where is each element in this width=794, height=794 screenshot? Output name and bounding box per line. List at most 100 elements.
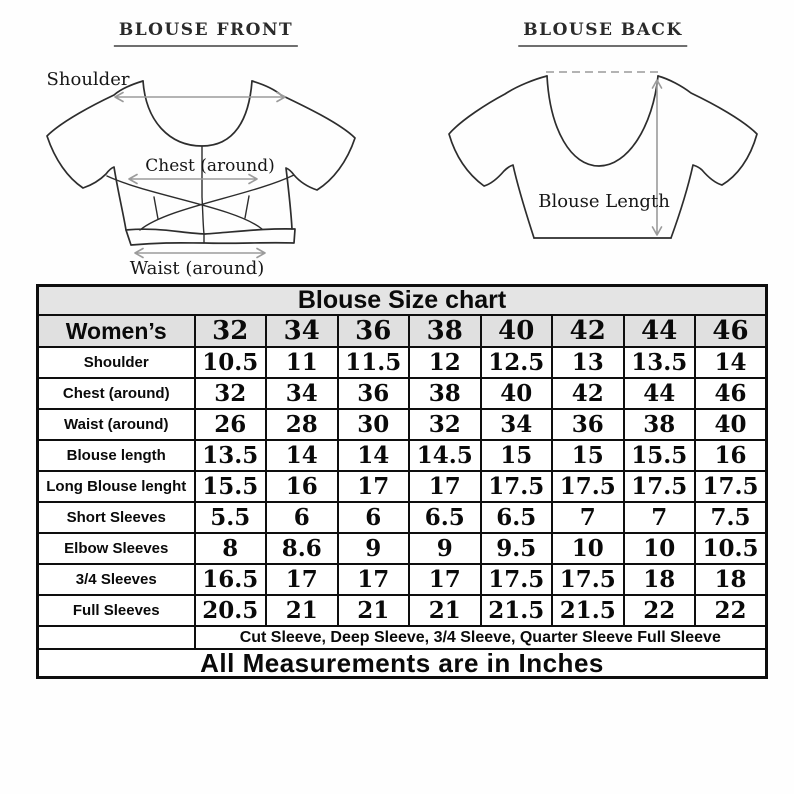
value-cell: 16.5 <box>193 563 267 596</box>
value-cell: 10.5 <box>193 346 267 379</box>
sleeve-note: Cut Sleeve, Deep Sleeve, 3/4 Sleeve, Qua… <box>193 625 768 650</box>
value-cell: 15 <box>551 439 625 472</box>
measurements-note: All Measurements are in Inches <box>36 648 768 679</box>
waist-label: Waist (around) <box>129 258 265 279</box>
blouse-length-arrow <box>651 79 663 236</box>
table-title: Blouse Size chart <box>36 284 768 316</box>
value-cell: 26 <box>193 408 267 441</box>
value-cell: 9 <box>408 532 482 565</box>
value-cell: 40 <box>694 408 768 441</box>
value-cell: 32 <box>408 408 482 441</box>
size-header-cell: 42 <box>551 314 625 348</box>
value-cell: 14.5 <box>408 439 482 472</box>
table-row: Shoulder 10.5 11 11.5 12 12.5 13 13.5 14 <box>36 346 768 379</box>
row-label-cell: Full Sleeves <box>36 594 196 627</box>
value-cell: 15 <box>479 439 553 472</box>
value-cell: 38 <box>622 408 696 441</box>
table-row: 3/4 Sleeves 16.5 17 17 17 17.5 17.5 18 18 <box>36 563 768 596</box>
table-row: Chest (around) 32 34 36 38 40 42 44 46 <box>36 377 768 410</box>
value-cell: 36 <box>336 377 410 410</box>
value-cell: 11.5 <box>336 346 410 379</box>
value-cell: 17.5 <box>479 563 553 596</box>
value-cell: 46 <box>694 377 768 410</box>
value-cell: 9.5 <box>479 532 553 565</box>
value-cell: 13.5 <box>193 439 267 472</box>
shoulder-arrow <box>114 91 286 103</box>
value-cell: 6 <box>336 501 410 534</box>
table-row: Waist (around) 26 28 30 32 34 36 38 40 <box>36 408 768 441</box>
row-label-cell: Shoulder <box>36 346 196 379</box>
value-cell: 17.5 <box>622 470 696 503</box>
value-cell: 7 <box>551 501 625 534</box>
value-cell: 32 <box>193 377 267 410</box>
value-cell: 6.5 <box>408 501 482 534</box>
value-cell: 17.5 <box>551 470 625 503</box>
value-cell: 13.5 <box>622 346 696 379</box>
size-header-cell: 44 <box>622 314 696 348</box>
value-cell: 40 <box>479 377 553 410</box>
value-cell: 7 <box>622 501 696 534</box>
table-row: Blouse length 13.5 14 14 14.5 15 15 15.5 16 <box>36 439 768 472</box>
value-cell: 17 <box>265 563 339 596</box>
measurements-note-row: All Measurements are in Inches <box>36 648 768 679</box>
value-cell: 5.5 <box>193 501 267 534</box>
chest-arrow <box>128 173 258 185</box>
value-cell: 14 <box>336 439 410 472</box>
value-cell: 30 <box>336 408 410 441</box>
front-diagram-title: BLOUSE FRONT <box>113 20 299 47</box>
front-center-seam <box>201 145 205 244</box>
row-label-cell: Elbow Sleeves <box>36 532 196 565</box>
value-cell: 21.5 <box>479 594 553 627</box>
women-header-cell: Women’s <box>36 314 196 348</box>
value-cell: 12 <box>408 346 482 379</box>
empty-cell <box>36 625 196 650</box>
value-cell: 34 <box>265 377 339 410</box>
value-cell: 17 <box>336 563 410 596</box>
blouse-length-label: Blouse Length <box>538 191 670 212</box>
size-header-cell: 40 <box>479 314 553 348</box>
value-cell: 7.5 <box>694 501 768 534</box>
value-cell: 16 <box>694 439 768 472</box>
back-left-side <box>448 75 548 239</box>
row-label-cell: Blouse length <box>36 439 196 472</box>
size-chart-table: Blouse Size chart Women’s 32 34 36 38 40 42 44 4… <box>36 284 769 679</box>
value-cell: 17 <box>408 470 482 503</box>
value-cell: 9 <box>336 532 410 565</box>
value-cell: 17.5 <box>694 470 768 503</box>
value-cell: 42 <box>551 377 625 410</box>
value-cell: 17.5 <box>551 563 625 596</box>
back-diagram-title: BLOUSE BACK <box>518 20 688 47</box>
waist-arrow <box>134 247 266 259</box>
back-neckline <box>546 75 659 167</box>
front-neckline <box>142 80 253 147</box>
value-cell: 17 <box>408 563 482 596</box>
size-rows: Shoulder 10.5 11 11.5 12 12.5 13 13.5 14 Chest (a… <box>36 346 768 627</box>
value-cell: 17.5 <box>479 470 553 503</box>
value-cell: 15.5 <box>622 439 696 472</box>
back-right-side <box>657 75 758 239</box>
row-label-cell: 3/4 Sleeves <box>36 563 196 596</box>
row-label-cell: Short Sleeves <box>36 501 196 534</box>
value-cell: 18 <box>622 563 696 596</box>
value-cell: 12.5 <box>479 346 553 379</box>
back-blouse-drawing <box>448 71 758 239</box>
front-measure-arrows <box>114 91 286 259</box>
size-header-cell: 46 <box>694 314 768 348</box>
value-cell: 21 <box>336 594 410 627</box>
value-cell: 8.6 <box>265 532 339 565</box>
value-cell: 21.5 <box>551 594 625 627</box>
row-label-cell: Long Blouse lenght <box>36 470 196 503</box>
value-cell: 15.5 <box>193 470 267 503</box>
value-cell: 20.5 <box>193 594 267 627</box>
table-row: Short Sleeves 5.5 6 6 6.5 6.5 7 7 7.5 <box>36 501 768 534</box>
value-cell: 36 <box>551 408 625 441</box>
value-cell: 6.5 <box>479 501 553 534</box>
value-cell: 10 <box>622 532 696 565</box>
front-waistband <box>125 227 296 246</box>
value-cell: 13 <box>551 346 625 379</box>
table-row: Long Blouse lenght 15.5 16 17 17 17.5 17.5 17.5… <box>36 470 768 503</box>
chest-label: Chest (around) <box>145 156 275 176</box>
value-cell: 22 <box>622 594 696 627</box>
value-cell: 17 <box>336 470 410 503</box>
